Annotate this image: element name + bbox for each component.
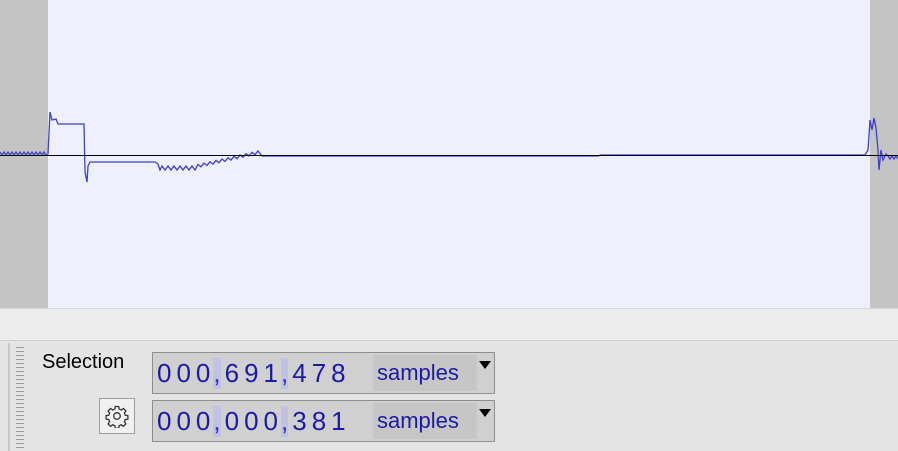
waveform-line bbox=[0, 111, 898, 183]
selection-start-field[interactable]: 000, 691, 478 samples bbox=[152, 352, 495, 394]
digit-separator: , bbox=[213, 357, 221, 389]
selection-length-field[interactable]: 000, 000, 381 samples bbox=[152, 400, 495, 442]
zero-line bbox=[0, 155, 898, 156]
selection-label: Selection bbox=[42, 351, 125, 373]
digit-separator: , bbox=[213, 405, 221, 437]
gear-icon bbox=[105, 405, 129, 428]
selection-length-unit: samples bbox=[373, 403, 477, 439]
selection-length-digits[interactable]: 000, 000, 381 bbox=[153, 403, 373, 439]
selected-region bbox=[48, 0, 870, 308]
track-area-bottom bbox=[0, 308, 898, 340]
waveform bbox=[0, 111, 898, 183]
length-digit-group[interactable]: 000 bbox=[157, 405, 216, 436]
digit-separator: , bbox=[281, 405, 289, 437]
chevron-down-icon bbox=[479, 409, 491, 417]
selection-toolbar: Selection 000, 691, 478 samples 000, 000, 38… bbox=[0, 340, 898, 451]
chevron-down-icon bbox=[479, 361, 491, 369]
length-digit-group[interactable]: 381 bbox=[292, 405, 351, 436]
toolbar-edge bbox=[8, 343, 10, 451]
selection-start-unit: samples bbox=[373, 355, 477, 391]
digit-separator: , bbox=[281, 357, 289, 389]
start-digit-group[interactable]: 000 bbox=[157, 357, 216, 388]
selection-settings-button[interactable] bbox=[99, 398, 135, 434]
start-digit-group[interactable]: 691 bbox=[224, 357, 284, 388]
selection-start-digits[interactable]: 000, 691, 478 bbox=[153, 355, 373, 391]
toolbar-grip[interactable] bbox=[16, 347, 24, 451]
selection-length-format-dropdown[interactable] bbox=[478, 403, 492, 423]
start-digit-group[interactable]: 478 bbox=[292, 357, 351, 388]
selection-start-format-dropdown[interactable] bbox=[478, 355, 492, 375]
audio-track[interactable] bbox=[0, 0, 898, 308]
length-digit-group[interactable]: 000 bbox=[224, 405, 284, 436]
